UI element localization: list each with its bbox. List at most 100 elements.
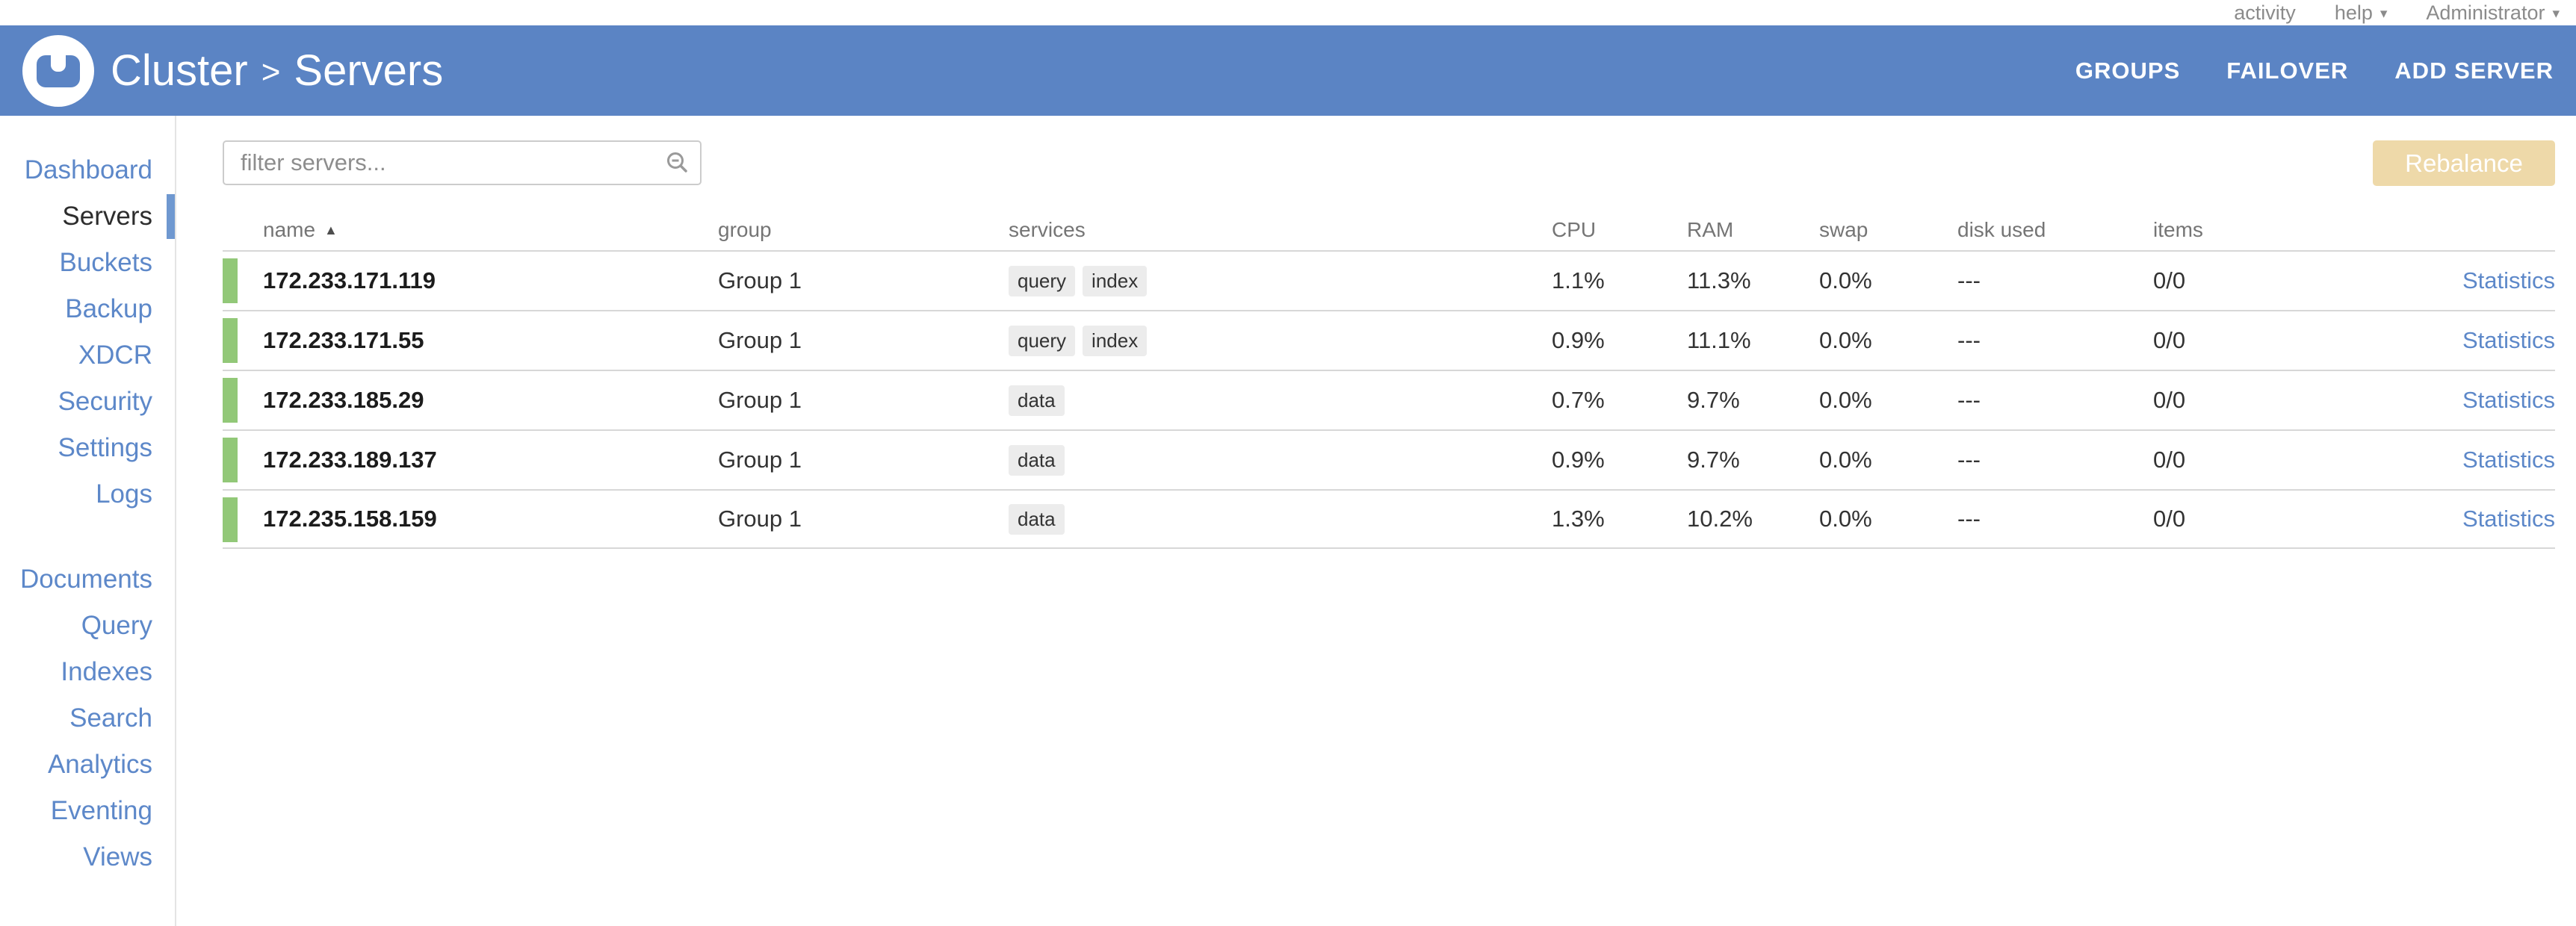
sidebar-item[interactable]: Backup bbox=[65, 294, 152, 323]
server-name: 172.233.171.55 bbox=[263, 327, 424, 353]
sort-ascending-icon: ▲ bbox=[324, 222, 338, 237]
server-disk-used: --- bbox=[1957, 267, 1981, 293]
column-header[interactable]: CPU bbox=[1552, 218, 1687, 242]
server-cpu: 1.3% bbox=[1552, 506, 1605, 532]
breadcrumb-cluster: Cluster bbox=[111, 46, 248, 95]
sidebar-item[interactable]: Indexes bbox=[61, 657, 152, 686]
header-action-button[interactable]: ADD SERVER bbox=[2394, 57, 2554, 84]
topbar-item[interactable]: help ▾ bbox=[2335, 1, 2388, 25]
sidebar-item[interactable]: Documents bbox=[19, 565, 152, 594]
service-badge: index bbox=[1083, 325, 1148, 356]
server-health-indicator bbox=[223, 378, 238, 423]
sidebar-item[interactable]: Dashboard bbox=[24, 155, 152, 184]
service-badge: query bbox=[1009, 325, 1076, 356]
column-header-label: group bbox=[718, 218, 772, 241]
column-header-label: disk used bbox=[1957, 218, 2046, 241]
column-header-label: CPU bbox=[1552, 218, 1597, 241]
column-header-label: name bbox=[263, 218, 316, 241]
service-badge: data bbox=[1009, 444, 1065, 476]
server-health-indicator bbox=[223, 258, 238, 303]
server-group: Group 1 bbox=[718, 447, 802, 473]
header-actions: GROUPS FAILOVER ADD SERVER bbox=[2075, 58, 2554, 84]
utility-topbar: activity help ▾ Administrator ▾ bbox=[0, 0, 2576, 25]
server-services: data bbox=[1009, 385, 1552, 416]
service-badge: data bbox=[1009, 385, 1065, 416]
rebalance-button[interactable]: Rebalance bbox=[2373, 140, 2555, 186]
sidebar-item[interactable]: Search bbox=[69, 703, 152, 733]
main-content: Rebalance name ▲ group services CPU RAM … bbox=[176, 116, 2576, 926]
topbar-item-label: Administrator bbox=[2426, 1, 2545, 24]
column-header[interactable]: group bbox=[718, 218, 1009, 242]
server-name: 172.233.185.29 bbox=[263, 387, 424, 413]
sidebar-group-secondary: Documents Query Indexes Search Analytics Even… bbox=[0, 556, 175, 880]
server-services: data bbox=[1009, 444, 1552, 476]
service-badge: query bbox=[1009, 265, 1076, 296]
server-cpu: 1.1% bbox=[1552, 267, 1605, 293]
server-disk-used: --- bbox=[1957, 447, 1981, 473]
server-disk-used: --- bbox=[1957, 387, 1981, 413]
column-header[interactable]: disk used bbox=[1957, 218, 2153, 242]
server-ram: 11.1% bbox=[1687, 327, 1751, 353]
servers-toolbar: Rebalance bbox=[223, 140, 2555, 186]
servers-table-header: name ▲ group services CPU RAM swap disk … bbox=[223, 210, 2555, 250]
sidebar-item[interactable]: Logs bbox=[96, 479, 152, 509]
server-name: 172.235.158.159 bbox=[263, 506, 437, 532]
page-title: Cluster > Servers bbox=[111, 46, 443, 96]
topbar-item[interactable]: activity bbox=[2234, 1, 2296, 25]
statistics-link[interactable]: Statistics bbox=[2462, 387, 2555, 413]
server-name: 172.233.171.119 bbox=[263, 267, 436, 293]
sidebar-item[interactable]: XDCR bbox=[78, 341, 152, 370]
server-row: 172.235.158.159 Group 1 data 1.3% 10.2% … bbox=[223, 489, 2555, 549]
server-ram: 10.2% bbox=[1687, 506, 1753, 532]
server-group: Group 1 bbox=[718, 506, 802, 532]
server-disk-used: --- bbox=[1957, 327, 1981, 353]
server-cpu: 0.7% bbox=[1552, 387, 1605, 413]
breadcrumb-page: Servers bbox=[294, 46, 444, 95]
sidebar-item[interactable]: Buckets bbox=[59, 248, 153, 277]
topbar-item[interactable]: Administrator ▾ bbox=[2426, 1, 2560, 25]
servers-table-body: 172.233.171.119 Group 1 query index 1.1% … bbox=[223, 250, 2555, 549]
server-ram: 9.7% bbox=[1687, 447, 1740, 473]
server-group: Group 1 bbox=[718, 267, 802, 293]
server-swap: 0.0% bbox=[1819, 506, 1872, 532]
sidebar-item[interactable]: Eventing bbox=[50, 796, 152, 825]
couchbase-logo-icon bbox=[22, 34, 94, 107]
header-action-button[interactable]: FAILOVER bbox=[2226, 57, 2349, 84]
column-header[interactable]: RAM bbox=[1687, 218, 1819, 242]
column-header-label: services bbox=[1009, 218, 1086, 241]
topbar-item-label: activity bbox=[2234, 1, 2296, 24]
server-swap: 0.0% bbox=[1819, 447, 1872, 473]
sidebar-item[interactable]: Views bbox=[83, 842, 152, 871]
column-header[interactable]: name ▲ bbox=[263, 218, 718, 242]
server-items: 0/0 bbox=[2153, 506, 2186, 532]
column-header[interactable]: items bbox=[2153, 218, 2325, 242]
server-items: 0/0 bbox=[2153, 387, 2186, 413]
statistics-link[interactable]: Statistics bbox=[2462, 267, 2555, 293]
server-swap: 0.0% bbox=[1819, 387, 1872, 413]
server-row: 172.233.185.29 Group 1 data 0.7% 9.7% 0.… bbox=[223, 370, 2555, 429]
sidebar-item[interactable]: Query bbox=[81, 611, 152, 640]
sidebar-item[interactable]: Servers bbox=[0, 193, 175, 240]
sidebar-group-primary: Dashboard Servers Buckets Backup XDCR Securit… bbox=[0, 147, 175, 518]
server-ram: 11.3% bbox=[1687, 267, 1751, 293]
statistics-link[interactable]: Statistics bbox=[2462, 506, 2555, 532]
statistics-link[interactable]: Statistics bbox=[2462, 447, 2555, 473]
server-items: 0/0 bbox=[2153, 447, 2186, 473]
server-disk-used: --- bbox=[1957, 506, 1981, 532]
server-row: 172.233.189.137 Group 1 data 0.9% 9.7% 0… bbox=[223, 429, 2555, 489]
sidebar-item[interactable]: Settings bbox=[58, 433, 152, 462]
column-header[interactable]: services bbox=[1009, 218, 1552, 242]
filter-servers-input[interactable] bbox=[223, 140, 702, 185]
breadcrumb-separator: > bbox=[261, 53, 281, 90]
sidebar-item[interactable]: Analytics bbox=[47, 750, 152, 779]
column-header[interactable]: swap bbox=[1819, 218, 1957, 242]
servers-table: name ▲ group services CPU RAM swap disk … bbox=[223, 210, 2555, 549]
sidebar-nav: Dashboard Servers Buckets Backup XDCR Securit… bbox=[0, 116, 176, 926]
server-services: query index bbox=[1009, 325, 1552, 356]
topbar-item-label: help bbox=[2334, 1, 2373, 24]
header-action-button[interactable]: GROUPS bbox=[2075, 57, 2181, 84]
column-header-label: RAM bbox=[1687, 218, 1734, 241]
statistics-link[interactable]: Statistics bbox=[2462, 327, 2555, 353]
sidebar-item[interactable]: Security bbox=[58, 387, 152, 416]
server-ram: 9.7% bbox=[1687, 387, 1740, 413]
